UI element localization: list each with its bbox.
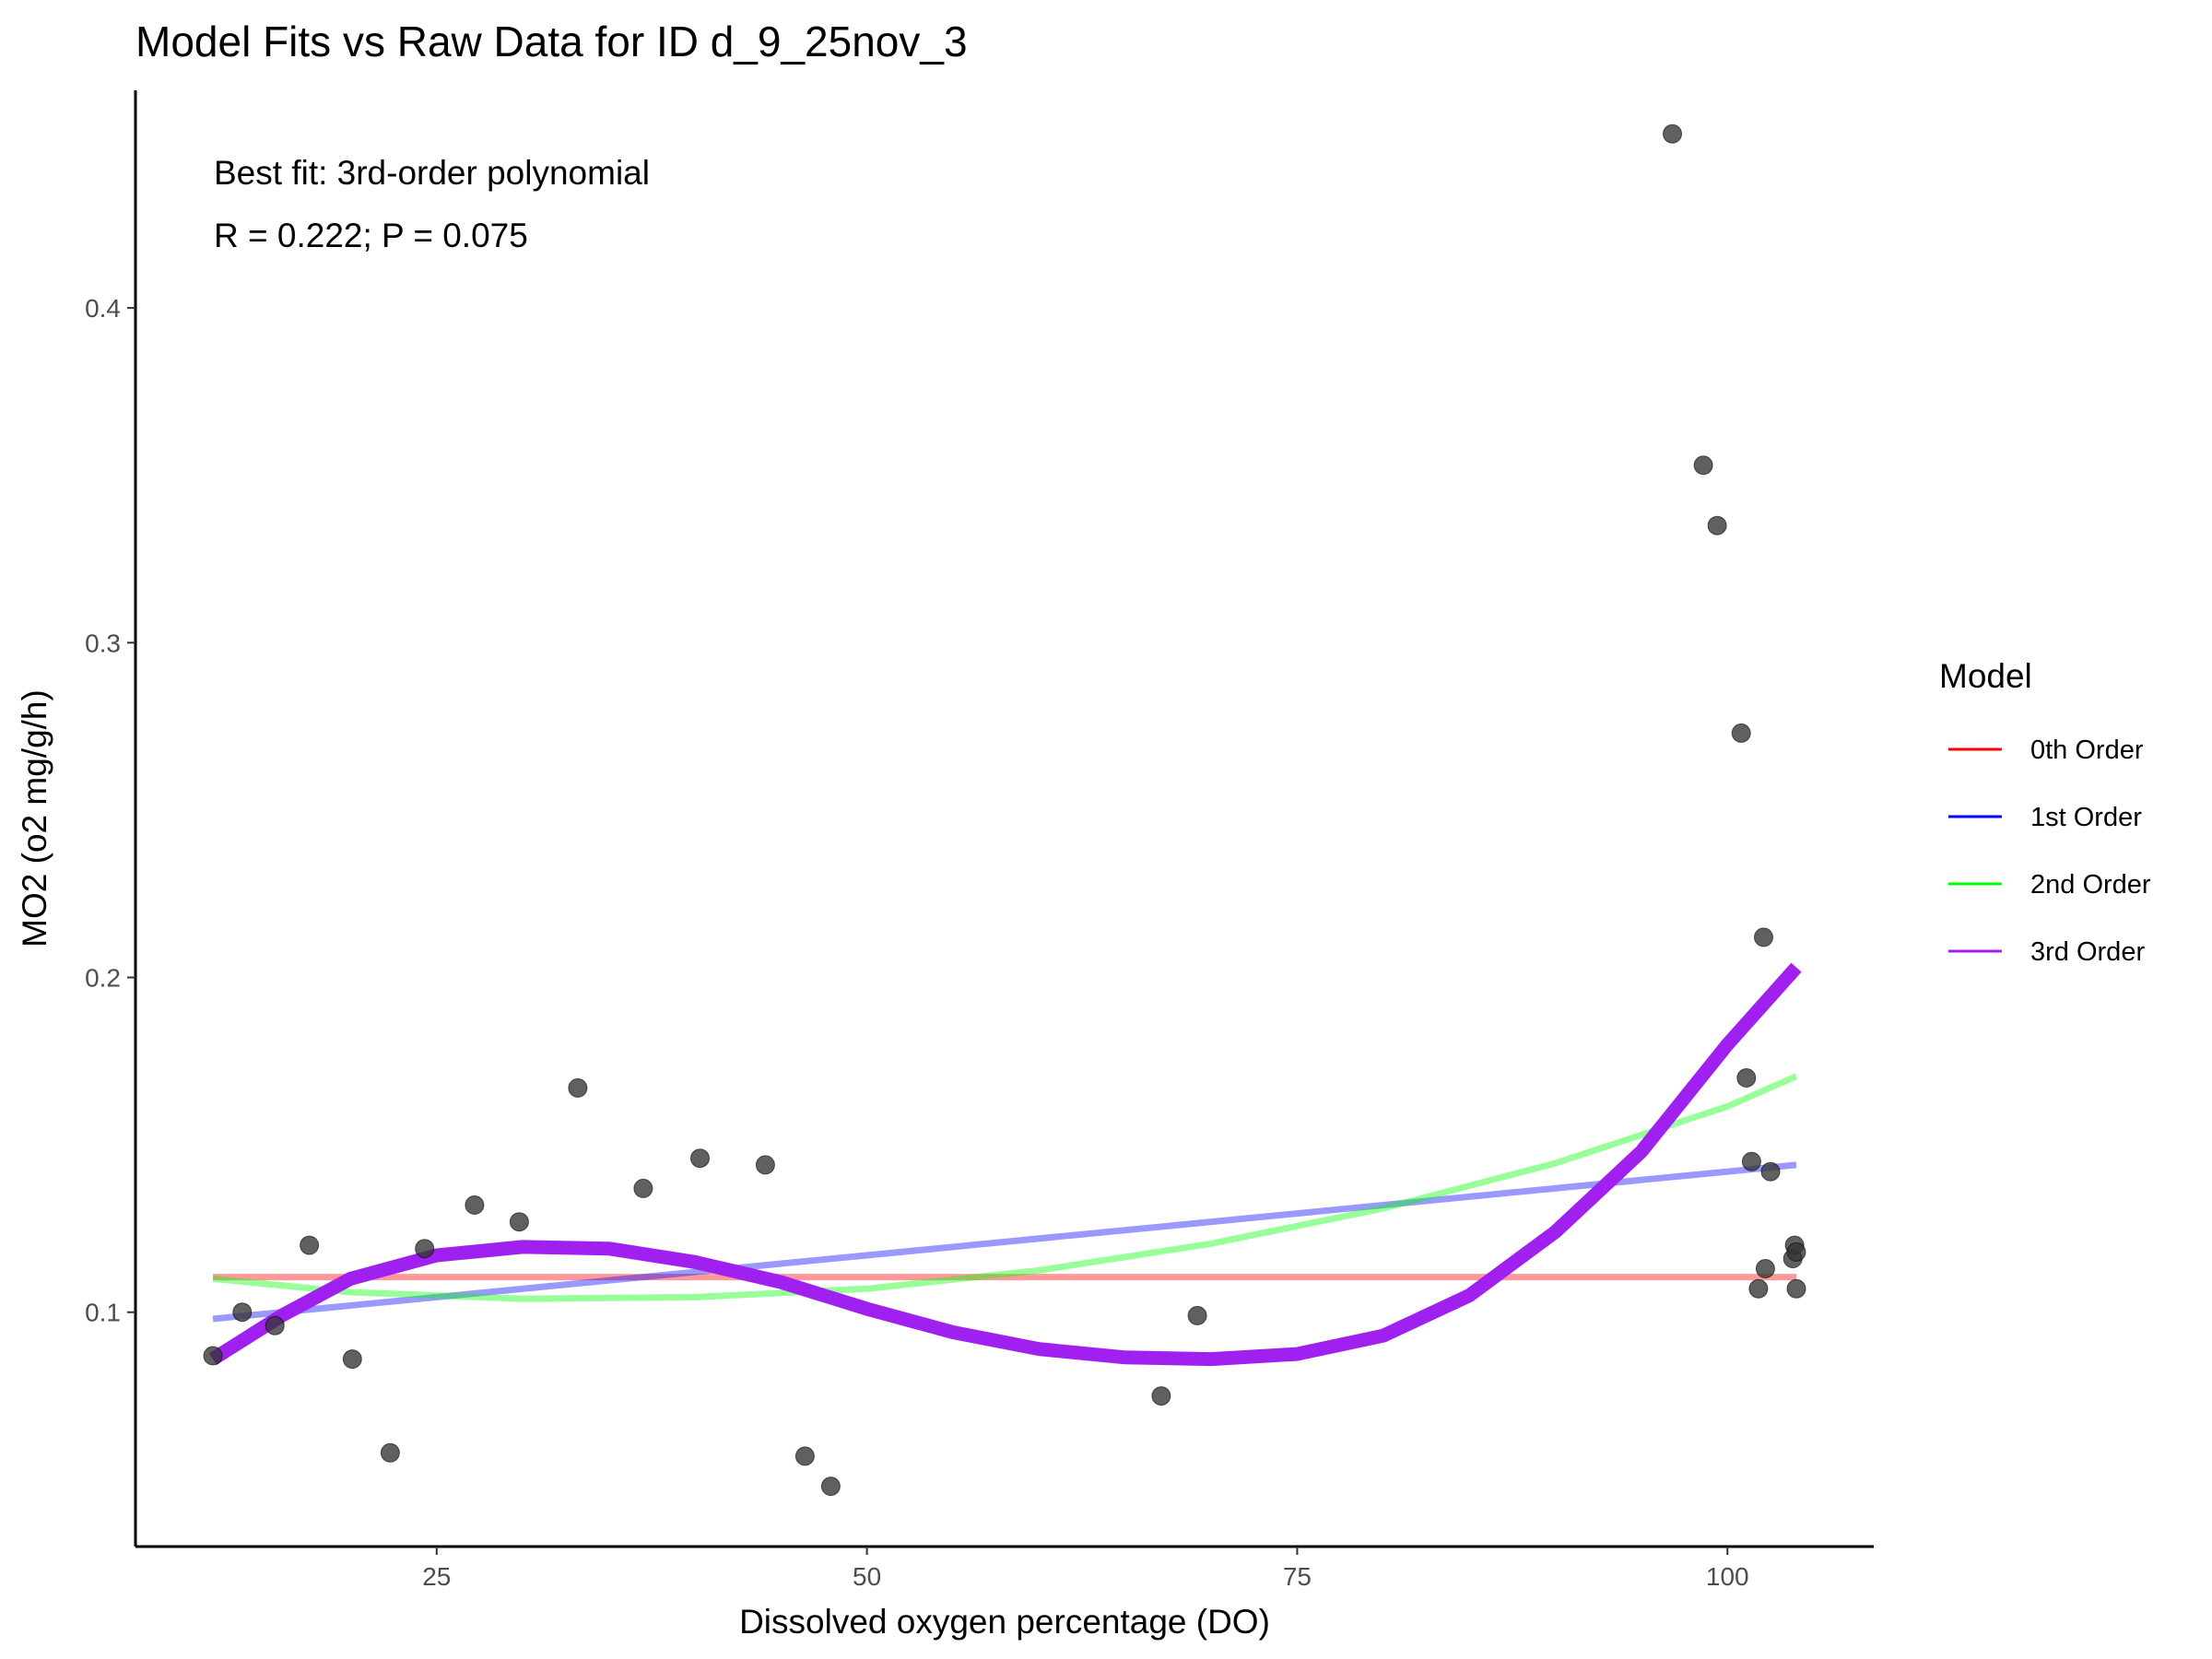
data-point: [342, 1349, 362, 1370]
x-tick-label: 100: [1706, 1562, 1749, 1591]
legend: Model 0th Order 1st Order 2nd Order 3rd Ord…: [1939, 657, 2151, 967]
stats-annotation: R = 0.222; P = 0.075: [214, 217, 528, 254]
data-point: [232, 1302, 253, 1323]
x-tick-label: 50: [853, 1562, 881, 1591]
chart-title: Model Fits vs Raw Data for ID d_9_25nov_…: [135, 18, 968, 65]
data-point: [1748, 1278, 1769, 1299]
data-point: [1786, 1241, 1806, 1262]
data-point: [1731, 723, 1751, 743]
y-axis-title: MO2 (o2 mg/g/h): [16, 689, 53, 947]
data-point: [1663, 124, 1682, 144]
y-tick-label: 0.2: [85, 964, 121, 993]
best-fit-annotation: Best fit: 3rd-order polynomial: [214, 154, 650, 192]
legend-label-1: 1st Order: [2030, 803, 2142, 832]
legend-items: 0th Order 1st Order 2nd Order 3rd Order: [1948, 735, 2151, 967]
data-point: [1786, 1278, 1806, 1299]
x-tick-label: 75: [1283, 1562, 1312, 1591]
data-point: [300, 1235, 320, 1255]
data-point: [415, 1239, 435, 1259]
data-point: [203, 1346, 223, 1366]
fit-line-2: [212, 1073, 1798, 1302]
data-point: [1151, 1386, 1171, 1406]
legend-label-2: 2nd Order: [2030, 870, 2151, 900]
data-point: [633, 1178, 653, 1198]
x-ticks: 25 50 75 100: [422, 1547, 1749, 1591]
y-tick-label: 0.3: [85, 629, 121, 657]
data-point: [690, 1148, 710, 1169]
data-point: [1741, 1151, 1761, 1171]
fit-line-3: [208, 962, 1802, 1367]
data-point: [380, 1442, 400, 1463]
data-point: [1693, 455, 1713, 476]
data-point: [265, 1315, 285, 1335]
data-point: [1760, 1161, 1781, 1182]
data-point: [568, 1077, 588, 1098]
data-point: [755, 1155, 775, 1175]
data-point: [1707, 515, 1727, 535]
x-tick-label: 25: [422, 1562, 451, 1591]
x-axis-title: Dissolved oxygen percentage (DO): [739, 1603, 1270, 1641]
data-point: [1754, 927, 1773, 947]
legend-label-0: 0th Order: [2030, 735, 2144, 765]
data-point: [1755, 1259, 1775, 1278]
data-point: [1187, 1305, 1207, 1325]
annotations: Best fit: 3rd-order polynomial R = 0.222…: [214, 154, 650, 254]
y-tick-label: 0.4: [85, 294, 121, 323]
data-points: [203, 124, 1806, 1497]
y-ticks: 0.1 0.2 0.3 0.4: [85, 294, 135, 1327]
legend-title: Model: [1939, 657, 2032, 695]
data-point: [465, 1195, 485, 1215]
y-tick-label: 0.1: [85, 1299, 121, 1327]
data-point: [509, 1212, 529, 1232]
data-point: [1736, 1068, 1757, 1088]
data-point: [820, 1477, 841, 1497]
fit-lines: [208, 962, 1802, 1367]
data-point: [794, 1446, 815, 1466]
fit-line-1: [212, 1161, 1797, 1323]
legend-label-3: 3rd Order: [2030, 937, 2145, 967]
